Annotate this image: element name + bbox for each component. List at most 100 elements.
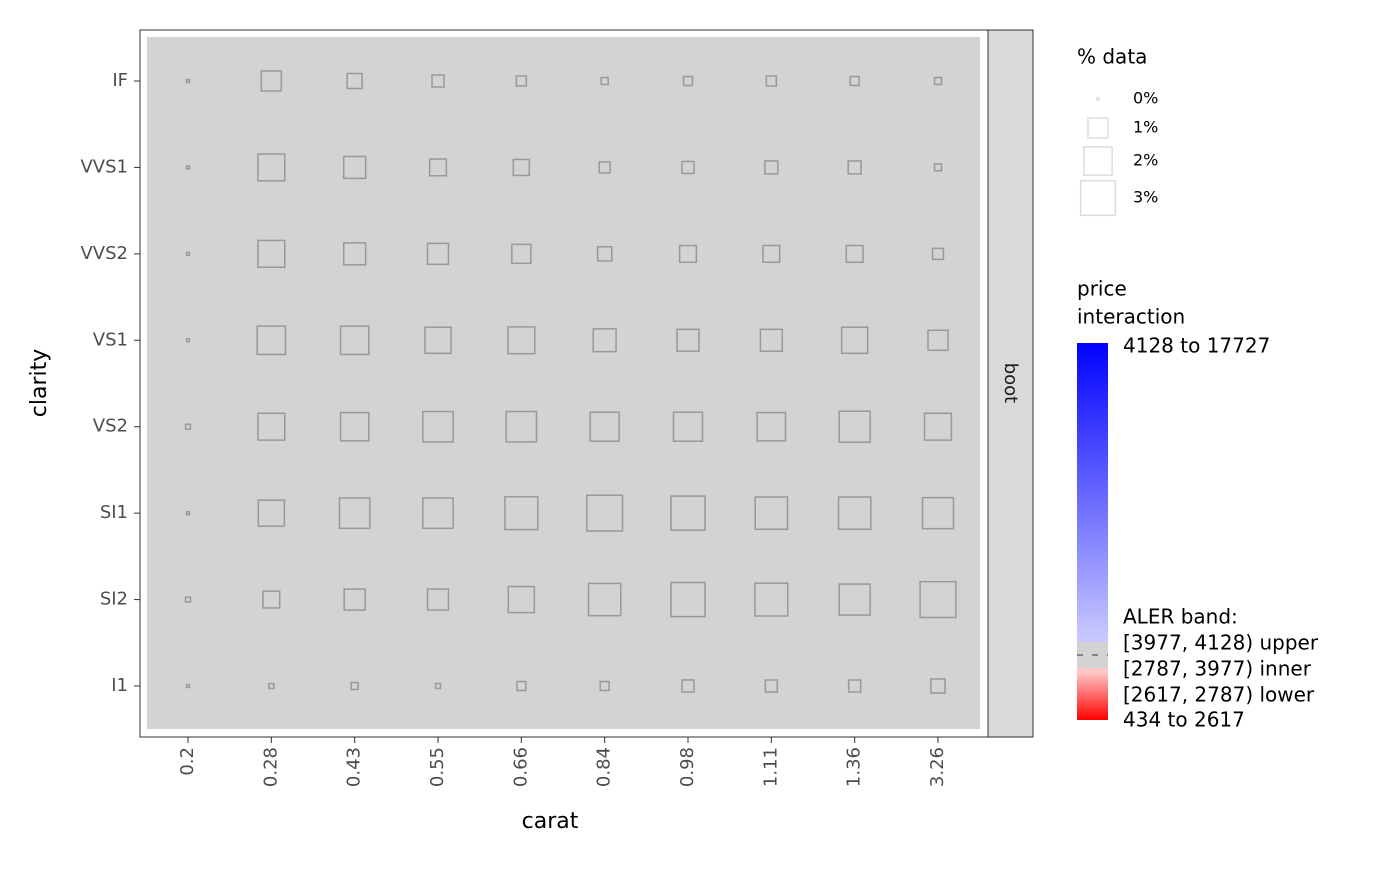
- data-square: [754, 582, 789, 617]
- data-square: [921, 496, 955, 530]
- x-tick-label: 0.98: [677, 747, 698, 787]
- data-square: [676, 328, 700, 352]
- data-square: [426, 588, 450, 611]
- data-square: [350, 681, 359, 691]
- data-square: [185, 251, 191, 257]
- x-tick-label: 1.11: [760, 747, 781, 787]
- data-square: [838, 583, 871, 616]
- y-axis-title: clarity: [27, 349, 52, 418]
- data-square: [678, 244, 698, 263]
- x-tick-label: 1.36: [844, 747, 865, 787]
- colorbar-high: [1077, 343, 1108, 638]
- size-key-label: 1%: [1133, 118, 1158, 137]
- tile-area: [147, 37, 980, 729]
- colorbar-low: [1077, 672, 1108, 720]
- color-label: [2617, 2787) lower: [1123, 683, 1315, 707]
- data-square: [434, 682, 442, 690]
- data-square: [933, 163, 943, 172]
- data-square: [682, 75, 694, 87]
- data-square: [346, 72, 363, 90]
- data-square: [256, 325, 287, 356]
- data-square: [847, 160, 862, 175]
- x-tick-label: 0.55: [427, 747, 448, 787]
- data-square: [596, 246, 613, 262]
- data-square: [598, 161, 611, 174]
- data-square: [837, 496, 872, 531]
- data-square: [504, 495, 539, 531]
- data-square: [923, 412, 953, 441]
- color-label: 434 to 2617: [1123, 708, 1245, 732]
- data-square: [507, 585, 536, 614]
- data-square: [765, 75, 778, 87]
- size-key-label: 0%: [1133, 89, 1158, 108]
- data-square: [422, 410, 454, 443]
- data-square: [339, 325, 370, 356]
- data-square: [426, 242, 450, 266]
- data-square: [764, 679, 779, 693]
- data-square: [343, 588, 366, 611]
- data-square: [600, 76, 609, 86]
- data-square: [507, 326, 536, 355]
- x-tick-label: 0.2: [177, 747, 198, 776]
- size-key-label: 3%: [1133, 188, 1158, 207]
- x-tick-label: 0.66: [510, 747, 531, 787]
- y-tick-label: IF: [112, 70, 128, 91]
- data-square: [342, 155, 367, 180]
- y-tick-label: VS1: [93, 329, 128, 350]
- data-square: [185, 510, 191, 516]
- y-tick-label: VS2: [93, 416, 128, 437]
- color-label: ALER band:: [1123, 605, 1238, 629]
- data-square: [511, 243, 532, 265]
- size-key-label: 2%: [1133, 151, 1158, 170]
- data-square: [184, 596, 192, 603]
- data-square: [260, 70, 283, 92]
- data-square: [185, 338, 191, 343]
- data-square: [422, 497, 454, 530]
- data-square: [185, 165, 191, 170]
- y-tick-label: VVS2: [80, 243, 128, 264]
- size-key: [1083, 146, 1113, 176]
- data-square: [431, 74, 445, 88]
- facet-strip: [987, 29, 1034, 738]
- x-axis-title: carat: [522, 809, 579, 834]
- data-square: [754, 496, 789, 531]
- y-tick-label: SI1: [100, 502, 128, 523]
- data-square: [505, 410, 538, 443]
- facet-label: boot: [1000, 363, 1021, 404]
- data-square: [185, 683, 191, 689]
- y-tick-label: VVS1: [80, 156, 128, 177]
- data-square: [184, 423, 192, 430]
- data-square: [338, 497, 371, 530]
- x-tick-label: 0.84: [594, 747, 615, 787]
- size-key: [1079, 179, 1117, 217]
- data-square: [756, 411, 787, 442]
- data-square: [931, 247, 945, 261]
- data-square: [840, 326, 869, 355]
- data-square: [428, 158, 448, 177]
- x-tick-label: 0.28: [260, 747, 281, 787]
- y-tick-label: I1: [111, 675, 128, 696]
- data-square: [586, 494, 624, 532]
- data-square: [681, 679, 695, 693]
- colorbar-lower: [1077, 668, 1108, 672]
- size-legend-title: % data: [1077, 45, 1147, 69]
- data-square: [838, 410, 871, 443]
- color-label: [3977, 4128) upper: [1123, 631, 1319, 655]
- data-square: [516, 680, 527, 692]
- data-square: [257, 153, 286, 182]
- data-square: [927, 329, 949, 352]
- data-square: [257, 499, 286, 527]
- data-square: [849, 75, 860, 87]
- data-square: [670, 581, 706, 618]
- data-square: [592, 328, 617, 353]
- data-square: [339, 411, 370, 442]
- data-square: [670, 495, 706, 531]
- data-square: [587, 582, 622, 617]
- data-square: [762, 244, 781, 263]
- data-square: [681, 160, 695, 175]
- data-square: [512, 158, 531, 177]
- data-square: [599, 680, 610, 692]
- x-tick-label: 3.26: [927, 747, 948, 787]
